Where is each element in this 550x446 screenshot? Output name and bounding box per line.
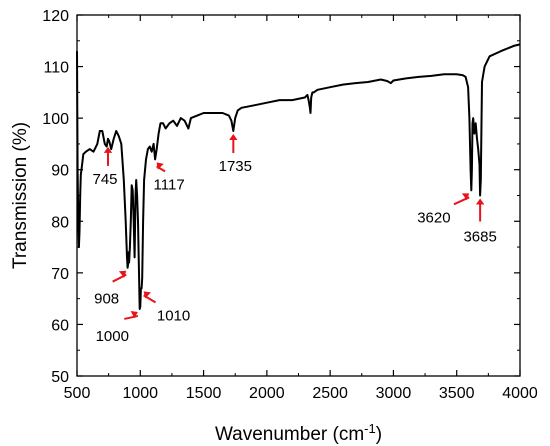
y-axis-title: Transmission (%) xyxy=(10,122,31,269)
y-tick-label: 120 xyxy=(42,8,69,25)
x-tick-label: 1000 xyxy=(122,385,158,402)
y-tick-label: 50 xyxy=(51,369,69,386)
peak-label: 745 xyxy=(92,171,117,188)
x-tick-label: 1500 xyxy=(186,385,222,402)
spectrum-line xyxy=(76,43,521,310)
y-tick-label: 100 xyxy=(42,111,69,128)
peak-arrow-head xyxy=(103,146,113,153)
x-tick-label: 500 xyxy=(64,385,91,402)
x-axis-title: Wavenumber (cm-1) xyxy=(215,421,382,445)
x-tick-label: 2500 xyxy=(312,385,348,402)
x-tick-label: 2000 xyxy=(249,385,285,402)
y-tick-label: 110 xyxy=(43,60,69,77)
x-tick-label: 4000 xyxy=(502,385,538,402)
peak-arrow-head xyxy=(475,198,485,205)
y-tick-label: 80 xyxy=(51,214,69,231)
peak-label: 3620 xyxy=(417,209,450,226)
peak-label: 1000 xyxy=(96,328,129,345)
peak-label: 1010 xyxy=(157,307,190,324)
peak-arrow-head xyxy=(229,134,238,141)
peak-arrow-head xyxy=(143,291,151,299)
peak-arrow-head xyxy=(130,310,138,319)
peak-arrow-head xyxy=(118,270,127,278)
x-tick-label: 3000 xyxy=(376,385,412,402)
peak-label: 1117 xyxy=(154,176,185,193)
y-tick-label: 70 xyxy=(51,266,69,283)
y-tick-label: 60 xyxy=(51,317,69,334)
peak-label: 3685 xyxy=(463,229,496,246)
peak-arrow-head xyxy=(156,162,164,170)
peak-label: 1735 xyxy=(219,158,252,175)
peak-label: 908 xyxy=(94,291,119,308)
peak-arrow-shaft xyxy=(124,314,139,320)
y-tick-label: 90 xyxy=(51,163,69,180)
peak-arrow-head xyxy=(461,193,470,201)
x-tick-label: 3500 xyxy=(439,385,475,402)
